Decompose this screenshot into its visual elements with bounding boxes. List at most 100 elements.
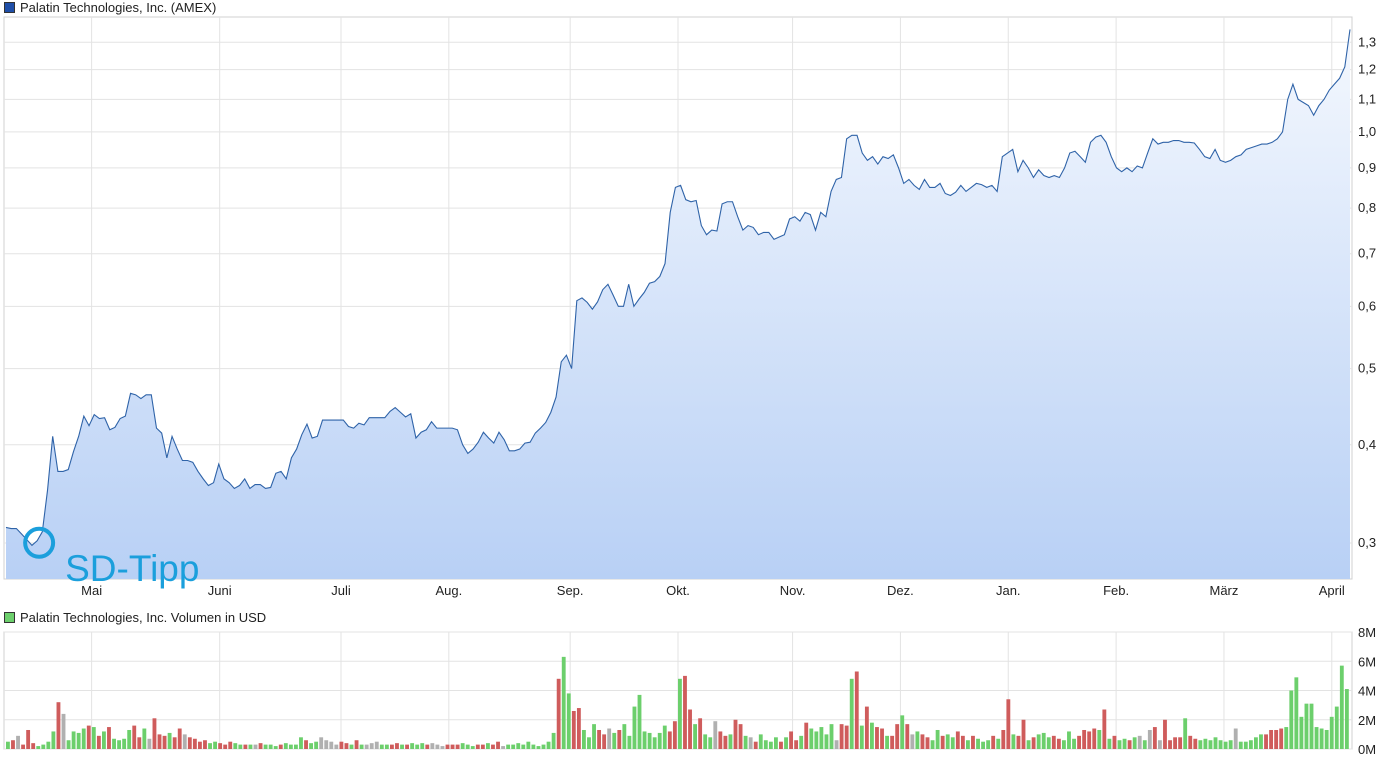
- volume-bar: [895, 724, 900, 749]
- volume-bar: [1173, 737, 1178, 749]
- volume-bar: [971, 735, 975, 749]
- volume-bar: [208, 743, 212, 749]
- price-tick-label: 1,1: [1358, 91, 1376, 106]
- volume-bar: [1339, 665, 1344, 749]
- volume-bar: [870, 722, 874, 749]
- volume-bar: [1294, 677, 1299, 749]
- volume-bar: [602, 734, 607, 750]
- volume-bar: [1208, 740, 1213, 749]
- volume-bar: [1036, 734, 1041, 750]
- volume-tick-label: 4M: [1358, 684, 1376, 699]
- volume-bar: [844, 725, 849, 749]
- volume-bar: [794, 740, 799, 749]
- volume-bar: [1087, 731, 1092, 749]
- volume-bar: [935, 729, 940, 749]
- volume-bar: [743, 735, 748, 749]
- volume-bar: [1056, 738, 1061, 749]
- volume-bar: [218, 743, 223, 749]
- volume-bar: [263, 744, 268, 749]
- volume-bar: [117, 740, 122, 749]
- volume-bar: [420, 743, 425, 749]
- volume-bar: [430, 743, 435, 749]
- volume-bar: [1213, 737, 1218, 749]
- volume-bar: [213, 741, 218, 749]
- price-tick-label: 0,9: [1358, 160, 1376, 175]
- volume-bar: [86, 725, 91, 749]
- volume-bar: [258, 743, 263, 749]
- volume-bar: [960, 735, 965, 749]
- volume-bar: [1203, 738, 1208, 749]
- volume-bar: [779, 741, 783, 749]
- volume-bar: [864, 706, 869, 749]
- volume-bar: [804, 722, 809, 749]
- volume-bar: [940, 735, 945, 749]
- volume-bar: [228, 741, 233, 749]
- volume-bar: [344, 743, 349, 749]
- volume-bar: [809, 728, 814, 749]
- volume-bar: [1031, 737, 1036, 749]
- volume-bar: [1193, 738, 1198, 749]
- volume-bar: [617, 729, 622, 749]
- volume-bar: [955, 731, 960, 749]
- volume-bar: [1072, 738, 1076, 749]
- volume-bar: [900, 715, 905, 749]
- volume-bar: [910, 734, 915, 750]
- volume-bar: [198, 741, 202, 749]
- volume-bar: [1147, 729, 1152, 749]
- volume-bar: [647, 732, 652, 749]
- volume-bar: [632, 706, 637, 749]
- volume-bar: [885, 735, 890, 749]
- volume-bar: [1344, 689, 1349, 749]
- volume-bar: [1223, 741, 1228, 749]
- month-label: Nov.: [780, 583, 806, 598]
- volume-bar: [1117, 740, 1122, 749]
- volume-bar: [683, 675, 687, 750]
- volume-bar: [592, 724, 596, 749]
- volume-bar: [1248, 740, 1253, 749]
- volume-bar: [1324, 729, 1329, 749]
- volume-bar: [1067, 731, 1071, 749]
- volume-bar: [354, 740, 359, 749]
- volume-bar: [1243, 741, 1248, 749]
- volume-bar: [698, 718, 703, 749]
- volume-bar: [1264, 734, 1268, 750]
- volume-bar: [1016, 735, 1021, 749]
- month-label: Jan.: [996, 583, 1021, 598]
- volume-bar: [192, 738, 197, 749]
- volume-bar: [112, 738, 116, 749]
- volume-bar: [1011, 734, 1016, 750]
- volume-bar: [587, 737, 591, 749]
- volume-bar: [576, 708, 581, 749]
- volume-bar: [203, 740, 207, 749]
- volume-bar: [1259, 734, 1263, 750]
- volume-bar: [400, 744, 404, 749]
- volume-bar: [859, 725, 864, 749]
- volume-bar: [379, 744, 384, 749]
- volume-bar: [880, 728, 884, 749]
- volume-bar: [627, 735, 632, 749]
- volume-bar: [1319, 728, 1324, 749]
- volume-bar: [1107, 738, 1112, 749]
- volume-bar: [582, 729, 586, 749]
- volume-bar: [122, 738, 127, 749]
- volume-bar: [390, 744, 394, 749]
- volume-bar: [991, 735, 996, 749]
- volume-bar: [319, 737, 324, 749]
- volume-bar: [829, 724, 834, 749]
- volume-bar: [61, 713, 66, 749]
- volume-bar: [1082, 729, 1087, 749]
- volume-bar: [435, 744, 440, 749]
- volume-bar: [172, 737, 177, 749]
- volume-bar: [875, 727, 879, 749]
- price-tick-label: 1,2: [1358, 62, 1376, 77]
- volume-bar: [496, 741, 500, 749]
- volume-bar: [652, 737, 657, 749]
- volume-tick-label: 8M: [1358, 625, 1376, 640]
- month-label: Sep.: [557, 583, 584, 598]
- volume-bar: [986, 740, 991, 749]
- volume-bar: [905, 724, 910, 749]
- volume-bar: [268, 744, 273, 749]
- volume-bar: [142, 728, 147, 749]
- volume-bar: [819, 727, 824, 749]
- volume-bar: [1279, 728, 1284, 749]
